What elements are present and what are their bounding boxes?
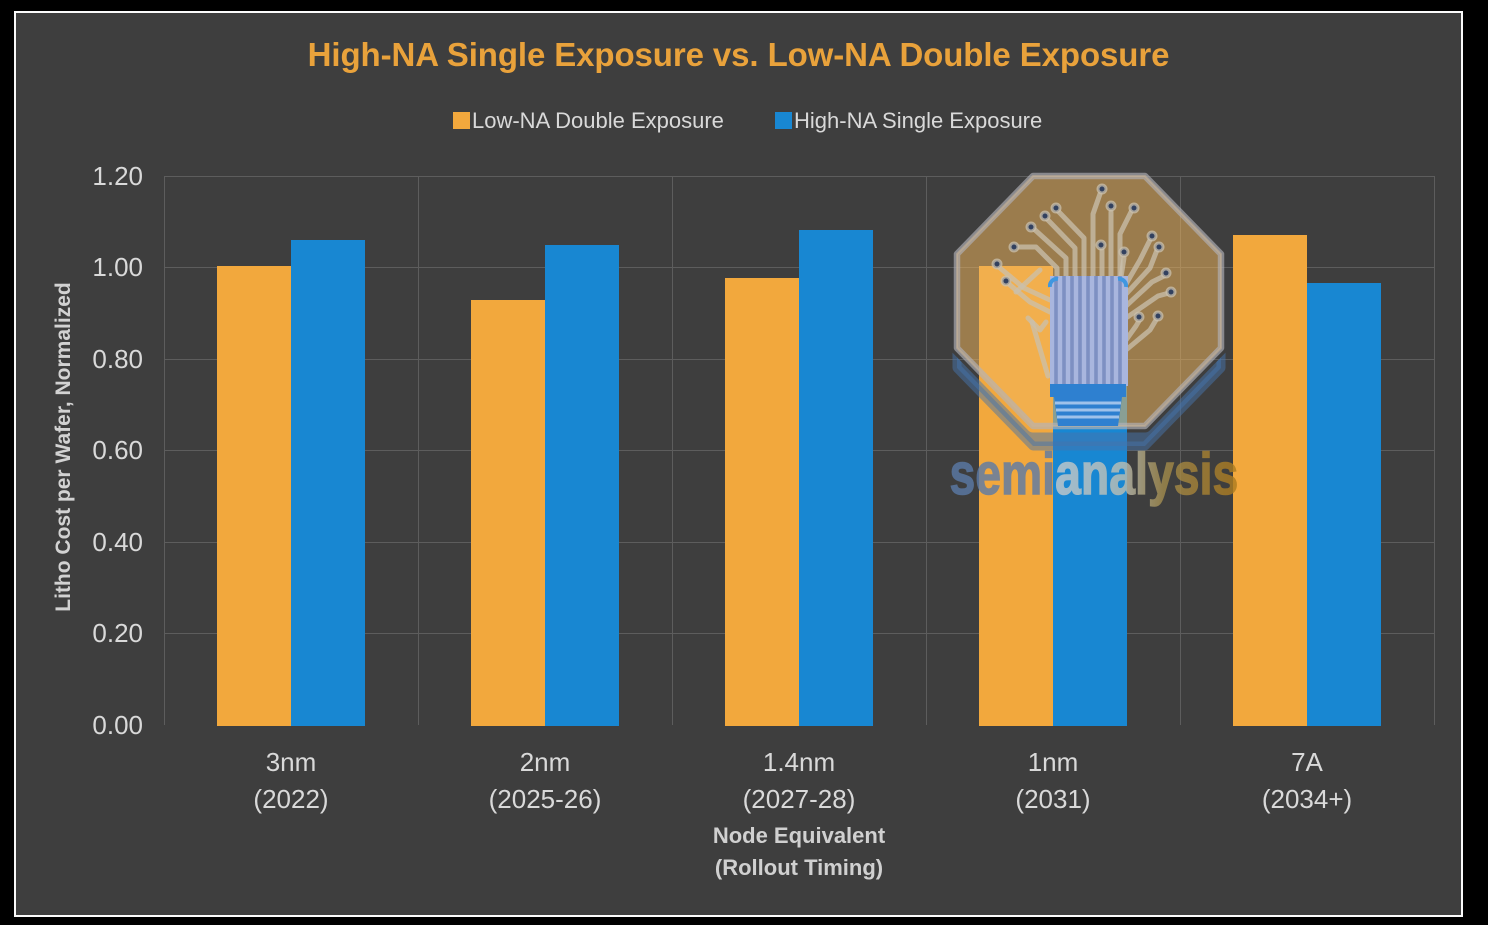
svg-text:semianalysis: semianalysis (950, 442, 1239, 508)
